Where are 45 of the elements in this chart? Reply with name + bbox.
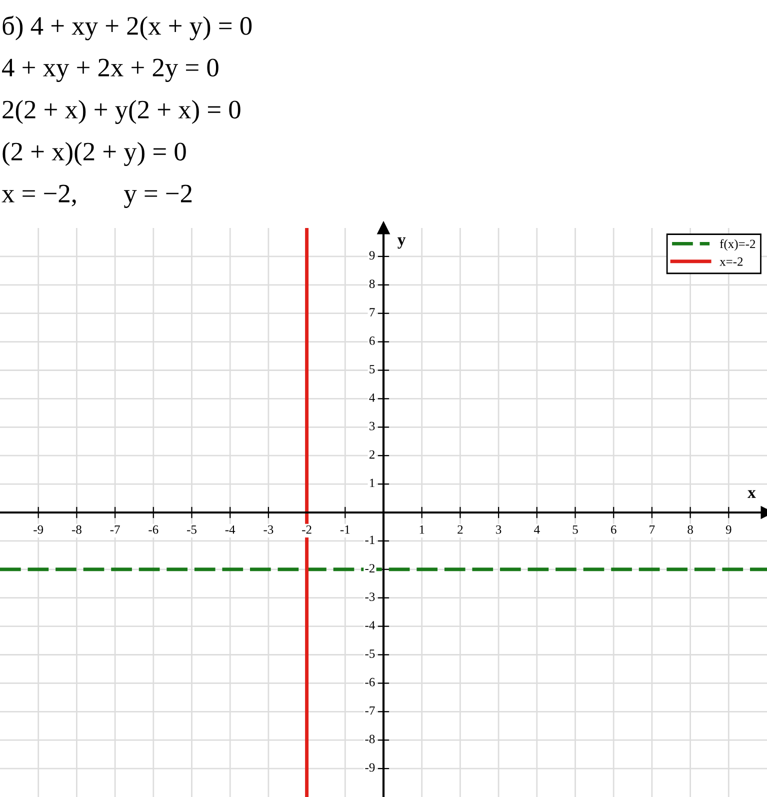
y-tick-label: 9 bbox=[369, 251, 375, 260]
x-tick-label: -2 bbox=[302, 525, 312, 534]
text: (2 + x)(2 + y) = 0 bbox=[2, 142, 186, 166]
x-tick-label: -6 bbox=[148, 525, 158, 534]
x-tick-label: -1 bbox=[340, 525, 350, 534]
y-tick-label: 4 bbox=[369, 393, 375, 402]
legend-label: x=-2 bbox=[720, 257, 743, 266]
x-axis-title: x bbox=[748, 490, 756, 498]
y-tick-label: -3 bbox=[365, 592, 375, 601]
x-tick-label: -8 bbox=[72, 525, 82, 534]
y-tick-label: -1 bbox=[365, 536, 374, 544]
y-axis-title: y bbox=[398, 237, 406, 249]
x-tick-label: 8 bbox=[688, 525, 693, 534]
x-tick-label: -5 bbox=[187, 525, 196, 534]
text: 2(2 + x) + y(2 + x) = 0 bbox=[2, 100, 240, 124]
y-tick-label: 1 bbox=[370, 478, 374, 488]
x-tick-label: -4 bbox=[225, 525, 236, 534]
x-tick-label: 5 bbox=[572, 525, 578, 534]
text: б) 4 + xy + 2(x + y) = 0 bbox=[2, 16, 252, 40]
y-tick-label: 7 bbox=[370, 308, 375, 316]
text: 4 + xy + 2x + 2y = 0 bbox=[2, 58, 218, 82]
y-tick-label: -9 bbox=[365, 763, 375, 772]
x-tick-label: 1 bbox=[420, 525, 424, 534]
x-tick-label: 6 bbox=[611, 525, 616, 534]
y-tick-label: -5 bbox=[365, 650, 375, 658]
x-tick-label: 4 bbox=[534, 525, 540, 534]
x-tick-label: 9 bbox=[726, 525, 732, 534]
y-tick-label: 5 bbox=[370, 365, 375, 374]
y-tick-label: -8 bbox=[365, 734, 375, 744]
y-tick-label: -7 bbox=[365, 706, 375, 715]
x-tick-label: 2 bbox=[458, 525, 463, 534]
x-tick-label: -9 bbox=[34, 525, 44, 534]
legend-label: f(x)=-2 bbox=[720, 239, 756, 251]
y-tick-label: 6 bbox=[369, 336, 375, 345]
x-tick-label: -7 bbox=[110, 525, 120, 534]
y-tick-label: 3 bbox=[370, 422, 375, 430]
y-tick-label: -4 bbox=[365, 621, 375, 630]
y-tick-label: -6 bbox=[365, 678, 375, 686]
y-tick-label: 8 bbox=[369, 280, 375, 288]
x-tick-label: 7 bbox=[650, 525, 655, 534]
y-tick-label: 2 bbox=[369, 450, 374, 459]
text: x = −2, y = −2 bbox=[2, 184, 192, 208]
x-tick-label: 3 bbox=[496, 525, 502, 534]
x-tick-label: -3 bbox=[264, 525, 274, 534]
y-tick-label: -2 bbox=[365, 564, 374, 572]
